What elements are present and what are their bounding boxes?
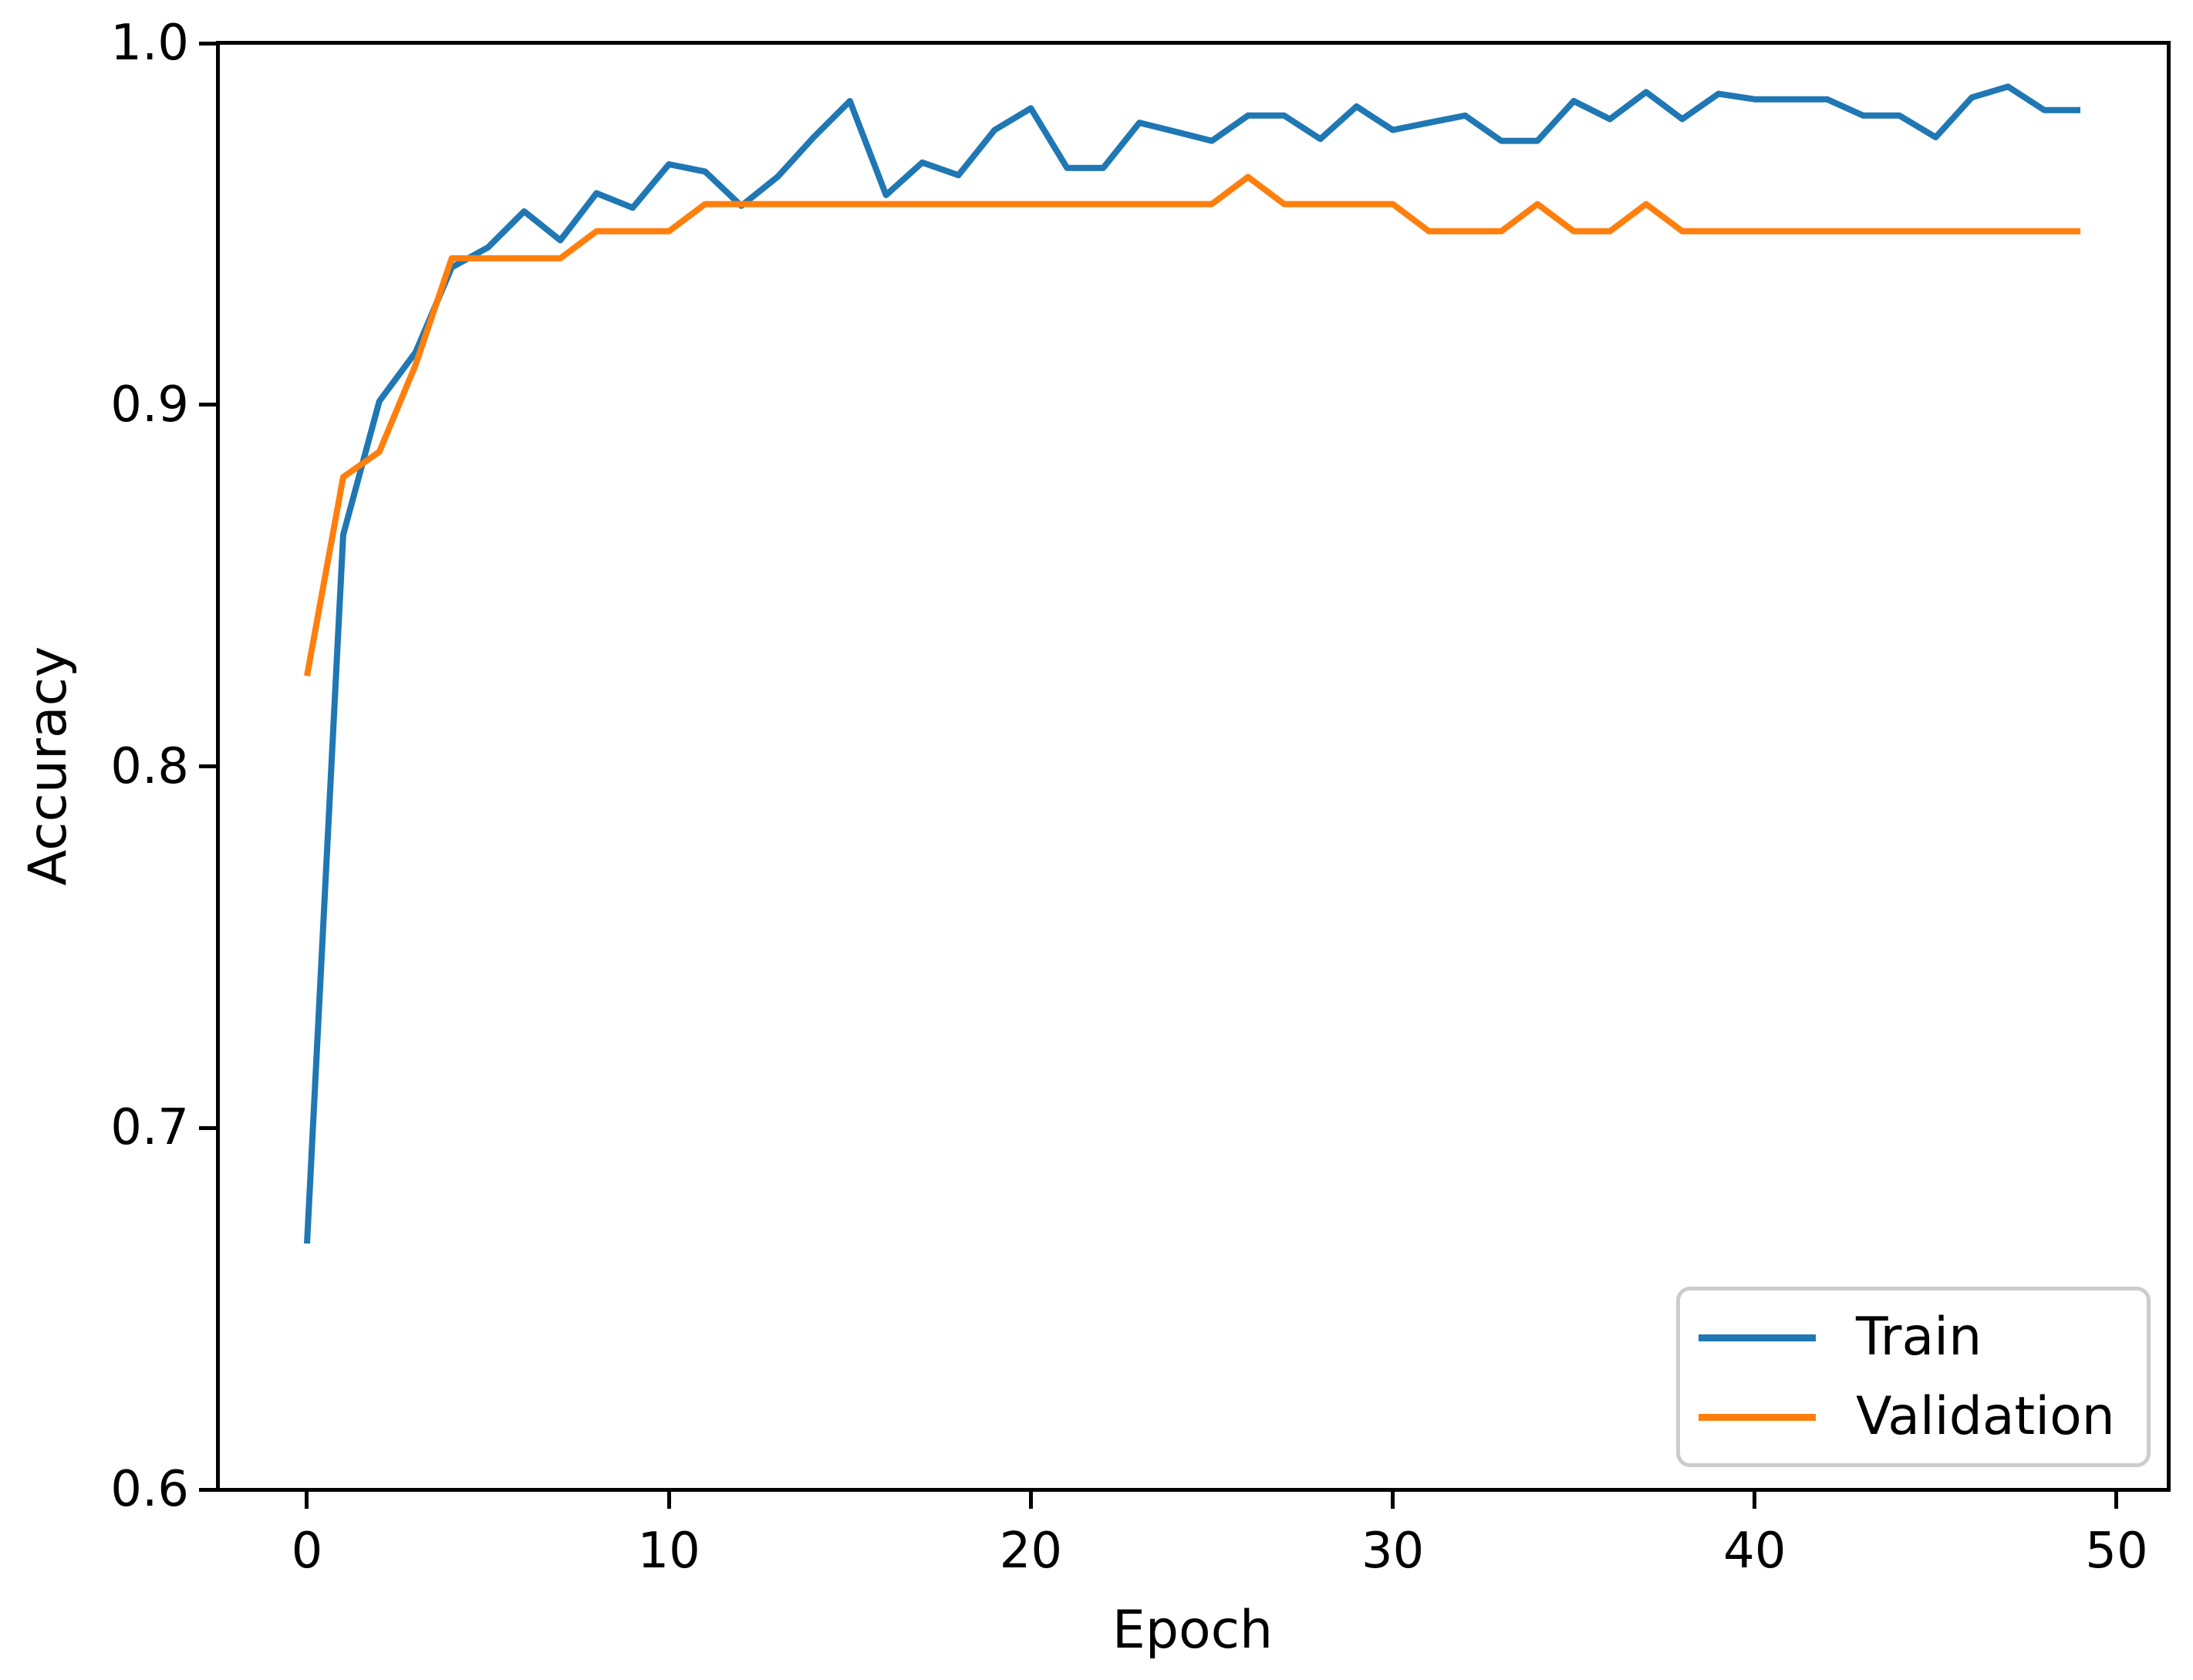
y-tick-mark (199, 1487, 217, 1492)
train-line (304, 83, 2080, 1244)
x-tick-mark (2114, 1491, 2119, 1509)
y-tick-label: 0.8 (110, 737, 189, 795)
legend-item-train: Train (1680, 1311, 2147, 1365)
x-tick-label: 50 (2085, 1523, 2148, 1580)
y-tick-mark (199, 764, 217, 768)
y-tick-label: 0.6 (110, 1461, 189, 1518)
legend-label-validation: Validation (1856, 1386, 2115, 1447)
y-tick-label: 0.9 (110, 376, 189, 433)
legend: Train Validation (1676, 1287, 2151, 1467)
validation-line-swatch (1699, 1414, 1816, 1421)
plot-area (216, 41, 2171, 1492)
x-tick-mark (1753, 1491, 1757, 1509)
y-tick-label: 0.7 (110, 1099, 189, 1157)
train-line-swatch (1699, 1334, 1816, 1341)
x-tick-label: 20 (999, 1523, 1063, 1580)
validation-line (304, 174, 2080, 677)
x-tick-mark (666, 1491, 671, 1509)
x-tick-mark (305, 1491, 309, 1509)
legend-item-validation: Validation (1680, 1390, 2147, 1444)
x-tick-label: 10 (637, 1523, 700, 1580)
x-axis-label: Epoch (1112, 1600, 1274, 1661)
legend-label-train: Train (1856, 1307, 1982, 1368)
x-tick-mark (1028, 1491, 1033, 1509)
y-tick-mark (199, 41, 217, 46)
x-tick-label: 40 (1723, 1523, 1786, 1580)
x-tick-label: 30 (1361, 1523, 1425, 1580)
y-tick-mark (199, 403, 217, 407)
y-tick-label: 1.0 (110, 15, 189, 72)
x-tick-label: 0 (291, 1523, 323, 1580)
x-tick-mark (1391, 1491, 1395, 1509)
y-tick-mark (199, 1125, 217, 1130)
